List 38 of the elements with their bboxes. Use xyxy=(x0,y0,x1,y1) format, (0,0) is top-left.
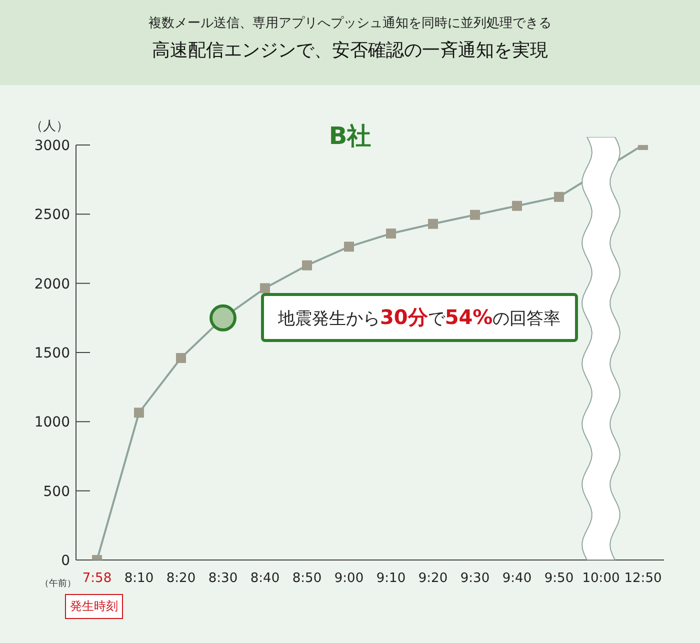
x-tick-label: 8:40 xyxy=(250,571,280,586)
point xyxy=(260,283,270,294)
y-tick-label: 1000 xyxy=(34,414,70,431)
y-tick-label: 2000 xyxy=(34,276,70,292)
point xyxy=(428,218,438,229)
point xyxy=(554,192,564,202)
point xyxy=(176,353,186,364)
x-tick-label: 10:00 xyxy=(582,571,620,586)
x-tick-label: 8:50 xyxy=(292,571,322,586)
y-tick-label: 1500 xyxy=(34,345,70,362)
x-tick-label: 9:00 xyxy=(334,571,364,586)
y-tick-label: 2500 xyxy=(34,207,70,224)
x-tick-label: 8:30 xyxy=(208,571,238,586)
y-tick-label: 3000 xyxy=(34,138,70,154)
x-tick-label: 7:58 xyxy=(82,571,112,586)
point xyxy=(386,228,396,239)
point xyxy=(344,242,354,252)
chart-subtitle: 複数メール送信、専用アプリへプッシュ通知を同時に並列処理できる xyxy=(148,15,552,32)
x-tick-label: 9:20 xyxy=(418,571,448,586)
annotation: 地震発生から30分で54%の回答率 xyxy=(278,304,561,329)
x-tick-label: 12:50 xyxy=(624,571,662,586)
point xyxy=(134,408,144,418)
x-tick-label: 9:30 xyxy=(460,571,490,586)
y-axis-title: （人） xyxy=(30,118,69,135)
annotation: B社 xyxy=(328,121,372,152)
x-tick-label: 9:50 xyxy=(544,571,574,586)
point xyxy=(512,200,522,211)
x-tick-label: 8:20 xyxy=(166,571,196,586)
point xyxy=(302,260,312,270)
chart-title: 高速配信エンジンで、安否確認の一斉通知を実現 xyxy=(151,39,549,62)
text: 発生時刻 xyxy=(65,594,123,619)
x-tick-label: 9:40 xyxy=(502,571,532,586)
y-tick-label: 500 xyxy=(43,484,70,500)
x-tick-label: 9:10 xyxy=(376,571,406,586)
y-tick-label: 0 xyxy=(61,552,70,569)
point xyxy=(470,210,480,220)
x-tick-label: 8:10 xyxy=(124,571,154,586)
text: （午前） xyxy=(40,578,76,590)
